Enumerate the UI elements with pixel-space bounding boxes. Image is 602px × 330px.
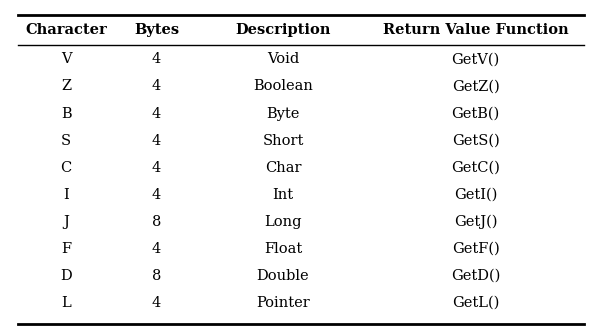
Text: Int: Int [272,188,294,202]
Text: I: I [63,188,69,202]
Text: 4: 4 [152,296,161,310]
Text: GetF(): GetF() [452,242,500,256]
Text: Bytes: Bytes [134,23,179,37]
Text: Void: Void [267,52,299,66]
Text: 8: 8 [152,215,161,229]
Text: GetB(): GetB() [452,107,500,120]
Text: Byte: Byte [266,107,300,120]
Text: Pointer: Pointer [256,296,310,310]
Text: GetC(): GetC() [451,161,500,175]
Text: 4: 4 [152,80,161,93]
Text: Char: Char [265,161,301,175]
Text: Description: Description [235,23,330,37]
Text: GetD(): GetD() [451,269,500,283]
Text: Float: Float [264,242,302,256]
Text: F: F [61,242,71,256]
Text: Boolean: Boolean [253,80,313,93]
Text: V: V [61,52,72,66]
Text: GetV(): GetV() [452,52,500,66]
Text: D: D [60,269,72,283]
Text: GetI(): GetI() [454,188,497,202]
Text: GetS(): GetS() [452,134,500,148]
Text: Short: Short [262,134,303,148]
Text: 4: 4 [152,107,161,120]
Text: 4: 4 [152,52,161,66]
Text: J: J [63,215,69,229]
Text: 4: 4 [152,242,161,256]
Text: GetL(): GetL() [452,296,499,310]
Text: C: C [61,161,72,175]
Text: GetJ(): GetJ() [454,214,497,229]
Text: 4: 4 [152,161,161,175]
Text: 4: 4 [152,188,161,202]
Text: 4: 4 [152,134,161,148]
Text: Double: Double [256,269,309,283]
Text: Long: Long [264,215,302,229]
Text: B: B [61,107,72,120]
Text: Character: Character [25,23,107,37]
Text: Return Value Function: Return Value Function [383,23,568,37]
Text: Z: Z [61,80,71,93]
Text: GetZ(): GetZ() [452,80,500,93]
Text: L: L [61,296,71,310]
Text: 8: 8 [152,269,161,283]
Text: S: S [61,134,71,148]
